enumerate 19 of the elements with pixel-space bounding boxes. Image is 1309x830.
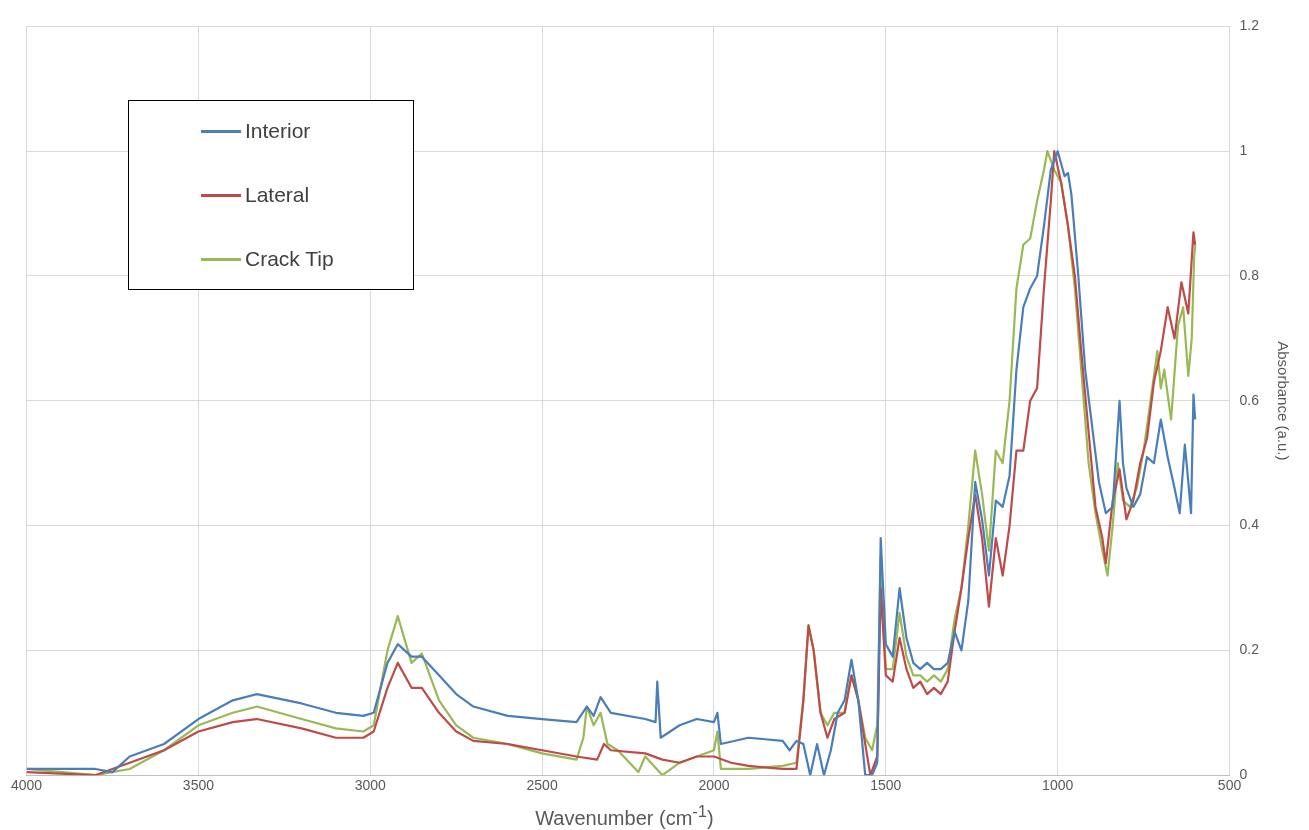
x-tick-label: 2000 <box>698 777 730 794</box>
x-tick-label: 3500 <box>182 777 215 794</box>
y-tick-label: 0.4 <box>1239 516 1260 533</box>
legend-label: Lateral <box>245 183 310 207</box>
x-tick-label: 1500 <box>870 777 902 794</box>
y-axis-title: Absorbance (a.u.) <box>1274 341 1292 461</box>
x-tick-label: 4000 <box>10 777 43 794</box>
y-tick-label: 1.2 <box>1239 17 1260 34</box>
y-tick-label: 0.6 <box>1239 391 1260 408</box>
legend-label: Interior <box>245 119 311 143</box>
legend-label: Crack Tip <box>245 247 334 271</box>
y-tick-label: 0.2 <box>1239 641 1260 658</box>
x-tick-label: 500 <box>1217 777 1242 794</box>
x-tick-label: 3000 <box>354 777 387 794</box>
y-tick-label: 0.8 <box>1239 266 1260 283</box>
x-tick-label: 2500 <box>526 777 558 794</box>
x-tick-label: 1000 <box>1042 777 1074 794</box>
y-tick-label: 1 <box>1239 142 1248 159</box>
x-axis-title: Wavenumber (cm$^{-1}$) <box>534 802 715 830</box>
